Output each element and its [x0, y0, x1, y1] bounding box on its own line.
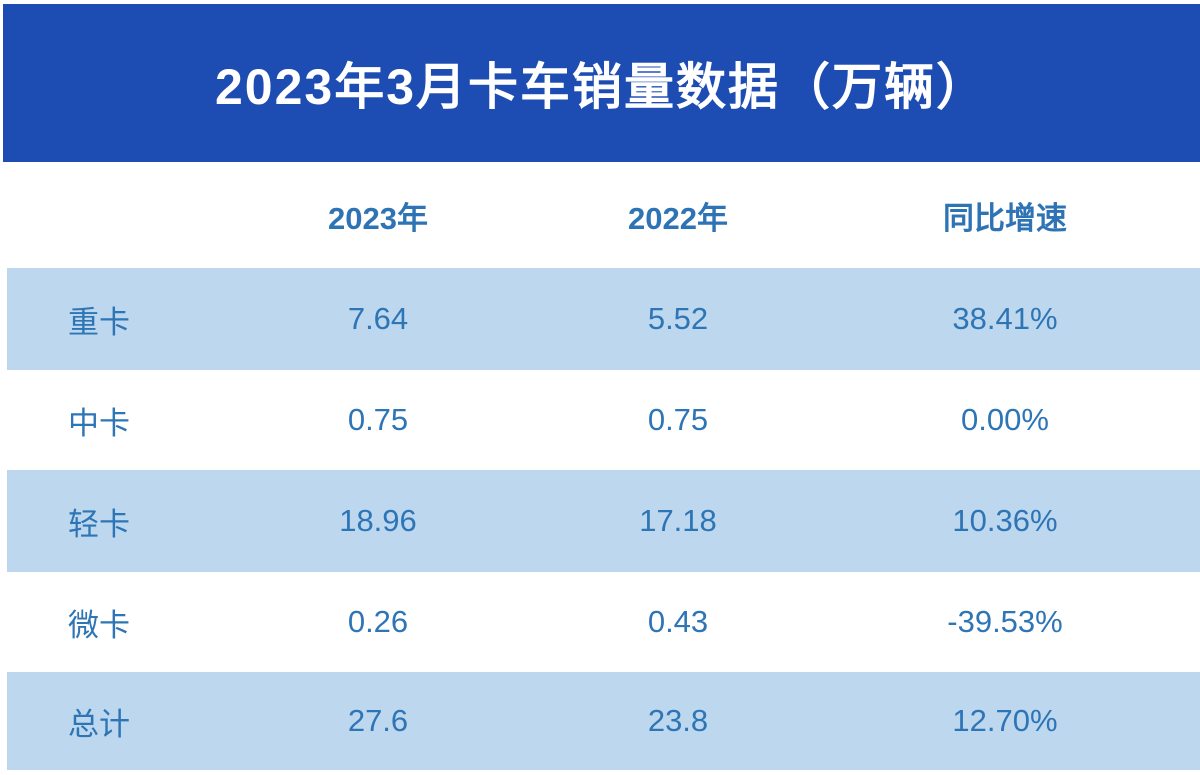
table-row-heavy-truck: 重卡 7.64 5.52 38.41%	[7, 268, 1200, 370]
value-2022: 17.18	[639, 503, 717, 538]
value-2023: 18.96	[339, 503, 417, 538]
value-2022: 0.43	[647, 604, 709, 639]
table-row-light-truck: 轻卡 18.96 17.18 10.36%	[7, 470, 1200, 572]
header-2022: 2022年	[628, 200, 728, 236]
value-2023: 7.64	[347, 301, 409, 336]
row-label: 轻卡	[68, 506, 130, 542]
table-row-medium-truck: 中卡 0.75 0.75 0.00%	[7, 370, 1200, 470]
value-growth: 38.41%	[952, 301, 1058, 336]
value-growth: 12.70%	[952, 703, 1058, 738]
table-row-total: 总计 27.6 23.8 12.70%	[7, 672, 1200, 770]
value-growth: 10.36%	[952, 503, 1058, 538]
row-label: 总计	[68, 706, 130, 742]
value-2023: 0.26	[347, 604, 409, 639]
value-2023: 0.75	[347, 402, 409, 437]
value-2022: 0.75	[647, 402, 709, 437]
row-label: 重卡	[68, 304, 130, 340]
value-2023: 27.6	[347, 703, 409, 738]
table-row-micro-truck: 微卡 0.26 0.43 -39.53%	[7, 572, 1200, 672]
value-growth: -39.53%	[947, 604, 1063, 639]
header-growth: 同比增速	[943, 200, 1067, 236]
page-title: 2023年3月卡车销量数据（万辆）	[214, 59, 989, 115]
row-label: 中卡	[68, 405, 130, 441]
title-banner: 2023年3月卡车销量数据（万辆）	[3, 4, 1200, 162]
header-2023: 2023年	[328, 200, 428, 236]
value-growth: 0.00%	[961, 402, 1049, 437]
value-2022: 23.8	[647, 703, 709, 738]
row-label: 微卡	[68, 607, 130, 643]
table-header-row: 2023年 2022年 同比增速	[7, 162, 1200, 268]
value-2022: 5.52	[647, 301, 709, 336]
